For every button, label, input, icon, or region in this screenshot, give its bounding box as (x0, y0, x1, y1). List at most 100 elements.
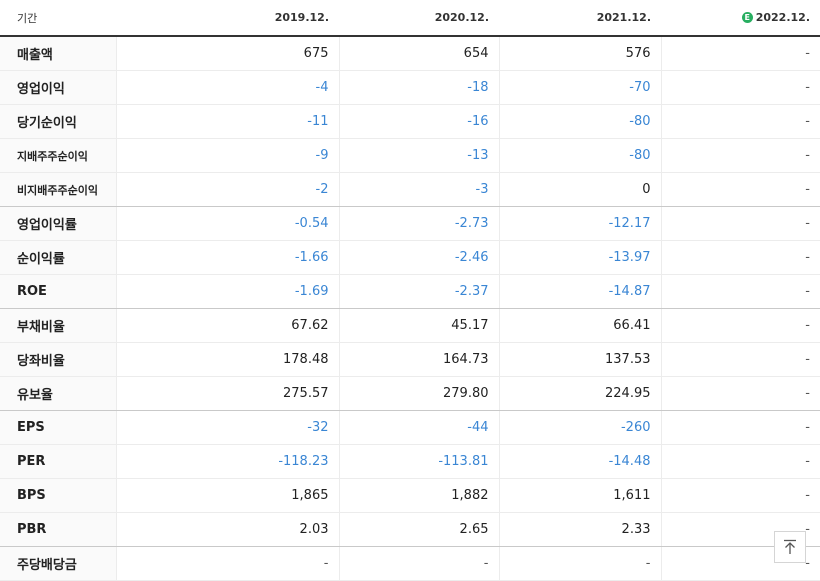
value-cell: 1,882 (338, 478, 499, 513)
table-row: 주당배당금 - - - - (0, 546, 820, 581)
row-label: 당기순이익 (0, 104, 116, 139)
value-cell: -2 (115, 172, 339, 207)
value-cell: - (660, 36, 820, 71)
value-cell: 137.53 (498, 342, 661, 377)
value-cell: - (660, 104, 820, 139)
value-cell: -70 (498, 70, 661, 105)
period-header-2021: 2021.12. (499, 0, 661, 37)
value-cell: 0 (498, 172, 661, 207)
table-row: BPS 1,865 1,882 1,611- (0, 478, 820, 513)
value-cell: -16 (338, 104, 499, 139)
period-header-2019: 2019.12. (116, 0, 339, 37)
value-cell: - (660, 376, 820, 411)
table-row: 비지배주주순이익 -2 -3 0- (0, 172, 820, 207)
value-cell: -9 (115, 138, 339, 173)
table-row: PBR 2.03 2.65 2.33- (0, 512, 820, 547)
value-cell: -13 (338, 138, 499, 173)
value-cell: 45.17 (338, 308, 499, 343)
value-cell: -44 (338, 410, 499, 445)
row-label: BPS (0, 478, 116, 513)
table-row: 부채비율 67.62 45.17 66.41- (0, 308, 820, 343)
value-cell: -2.37 (338, 274, 499, 309)
value-cell: - (115, 546, 339, 581)
value-cell: -260 (498, 410, 661, 445)
value-cell: 675 (115, 36, 339, 71)
value-cell: -3 (338, 172, 499, 207)
table-row: EPS -32 -44 -260- (0, 410, 820, 445)
row-label: ROE (0, 274, 116, 309)
value-cell: -80 (498, 138, 661, 173)
value-cell: - (660, 206, 820, 241)
value-cell: 576 (498, 36, 661, 71)
table-row: 영업이익 -4 -18 -70- (0, 70, 820, 105)
row-label: 영업이익률 (0, 206, 116, 241)
value-cell: -4 (115, 70, 339, 105)
row-label: 부채비율 (0, 308, 116, 343)
table-row: 매출액 675 654 576- (0, 36, 820, 71)
scroll-to-top-button[interactable] (774, 531, 806, 563)
period-header-label: 기간 (0, 0, 116, 37)
value-cell: - (660, 444, 820, 479)
row-label: 지배주주순이익 (0, 138, 116, 173)
value-cell: -14.87 (498, 274, 661, 309)
table-row: 유보율 275.57 279.80 224.95- (0, 376, 820, 411)
value-cell: 178.48 (115, 342, 339, 377)
value-cell: 66.41 (498, 308, 661, 343)
value-cell: 2.03 (115, 512, 339, 547)
value-cell: -113.81 (338, 444, 499, 479)
period-header-2022-label: 2022.12. (755, 11, 810, 24)
value-cell: -12.17 (498, 206, 661, 241)
value-cell: - (660, 138, 820, 173)
value-cell: - (660, 410, 820, 445)
row-label: 비지배주주순이익 (0, 172, 116, 207)
period-header-2022-estimate: E 2022.12. (661, 0, 820, 37)
value-cell: 164.73 (338, 342, 499, 377)
value-cell: -18 (338, 70, 499, 105)
row-label: 유보율 (0, 376, 116, 411)
period-header-2020: 2020.12. (339, 0, 499, 37)
value-cell: - (660, 342, 820, 377)
value-cell: 275.57 (115, 376, 339, 411)
value-cell: -13.97 (498, 240, 661, 275)
value-cell: -1.66 (115, 240, 339, 275)
row-label: PBR (0, 512, 116, 547)
value-cell: -0.54 (115, 206, 339, 241)
value-cell: - (498, 546, 661, 581)
table-header-row: 기간 2019.12. 2020.12. 2021.12. E 2022.12. (0, 0, 820, 37)
value-cell: -32 (115, 410, 339, 445)
arrow-up-to-top-icon (784, 539, 796, 554)
value-cell: 1,611 (498, 478, 661, 513)
value-cell: - (660, 478, 820, 513)
row-label: 영업이익 (0, 70, 116, 105)
value-cell: -80 (498, 104, 661, 139)
table-row: 당좌비율 178.48 164.73 137.53- (0, 342, 820, 377)
row-label: 주당배당금 (0, 546, 116, 581)
row-label: 매출액 (0, 36, 116, 71)
table-row: 영업이익률 -0.54 -2.73 -12.17- (0, 206, 820, 241)
value-cell: - (660, 308, 820, 343)
value-cell: -1.69 (115, 274, 339, 309)
value-cell: - (660, 70, 820, 105)
value-cell: - (660, 240, 820, 275)
table-row: ROE -1.69 -2.37 -14.87- (0, 274, 820, 309)
row-label: EPS (0, 410, 116, 445)
value-cell: 279.80 (338, 376, 499, 411)
value-cell: 224.95 (498, 376, 661, 411)
row-label: 당좌비율 (0, 342, 116, 377)
value-cell: 2.33 (498, 512, 661, 547)
table-row: 당기순이익 -11 -16 -80- (0, 104, 820, 139)
value-cell: - (338, 546, 499, 581)
value-cell: 67.62 (115, 308, 339, 343)
value-cell: 1,865 (115, 478, 339, 513)
table-row: PER -118.23 -113.81 -14.48- (0, 444, 820, 479)
row-label: 순이익률 (0, 240, 116, 275)
value-cell: -2.73 (338, 206, 499, 241)
table-row: 순이익률 -1.66 -2.46 -13.97- (0, 240, 820, 275)
value-cell: - (660, 274, 820, 309)
table-row: 지배주주순이익 -9 -13 -80- (0, 138, 820, 173)
value-cell: - (660, 172, 820, 207)
value-cell: 2.65 (338, 512, 499, 547)
value-cell: -118.23 (115, 444, 339, 479)
estimate-badge-icon: E (741, 12, 753, 23)
value-cell: -14.48 (498, 444, 661, 479)
